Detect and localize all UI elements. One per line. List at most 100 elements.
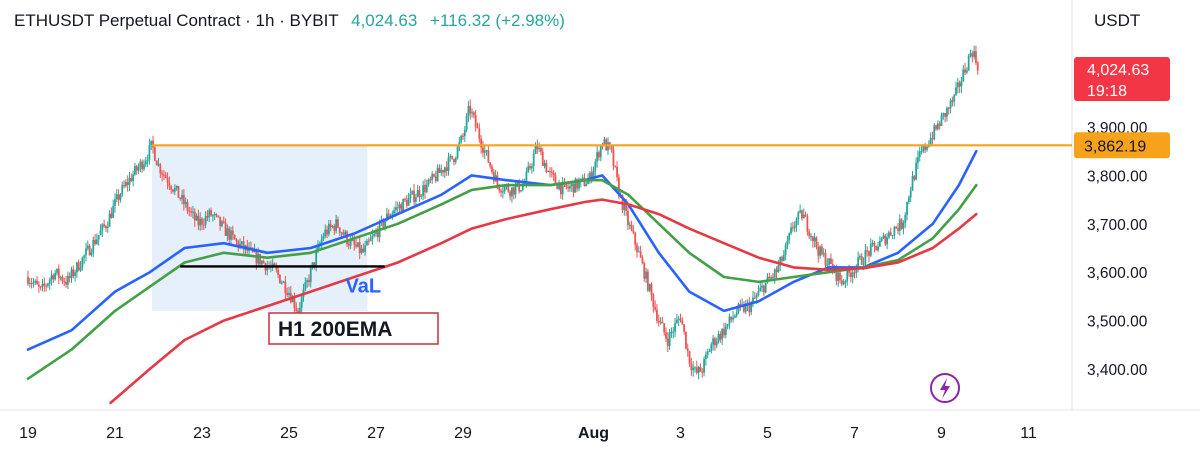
candle-body [266, 266, 269, 271]
candle-body [329, 223, 332, 228]
candle-body [782, 254, 785, 261]
candle-body [670, 332, 673, 334]
candle-body [672, 331, 675, 333]
candle-body [779, 257, 782, 266]
candle-body [483, 150, 486, 153]
candle-body [514, 185, 517, 195]
candle-body [297, 311, 299, 313]
candle-body [182, 194, 185, 205]
candle-body [391, 213, 394, 216]
candle-body [420, 195, 423, 197]
candle-body [43, 283, 46, 286]
candle-body [683, 324, 686, 332]
candle-body [498, 184, 501, 191]
candle-body [666, 338, 669, 346]
candle-body [143, 164, 145, 170]
candle-body [795, 219, 798, 226]
candle-body [235, 239, 238, 242]
candle-body [697, 366, 700, 373]
candle-body [414, 197, 417, 202]
candle-body [217, 215, 220, 217]
last-price-tag [1074, 57, 1170, 101]
candle-body [846, 268, 849, 282]
candle-body [721, 328, 724, 340]
candle-body [429, 179, 432, 181]
candle-body [637, 251, 640, 253]
candle-body [926, 146, 928, 150]
candle-body [94, 239, 96, 245]
candle-body [63, 281, 66, 283]
candle-body [115, 194, 118, 200]
candle-body [898, 219, 901, 231]
candle-body [442, 169, 444, 173]
candle-body [103, 224, 106, 227]
candle-body [126, 182, 129, 185]
candle-body [170, 186, 173, 190]
candle-body [418, 190, 421, 197]
candle-body [634, 232, 637, 245]
candle-body [675, 319, 678, 324]
candle-body [375, 231, 377, 234]
candle-body [936, 123, 939, 130]
candle-body [641, 257, 644, 263]
candle-body [581, 177, 584, 179]
candle-body [108, 213, 111, 227]
candle-body [830, 258, 832, 265]
candle-body [135, 166, 138, 171]
candle-body [405, 200, 408, 206]
candle-body [59, 276, 62, 278]
candle-body [585, 184, 588, 186]
candle-body [772, 277, 774, 279]
candle-body [240, 241, 243, 244]
candle-body [924, 145, 927, 150]
candle-body [304, 281, 307, 290]
candle-body [665, 332, 667, 339]
candle-body [550, 171, 553, 173]
candle-body [753, 297, 756, 299]
candle-body [907, 197, 910, 203]
candle-body [663, 323, 666, 333]
candle-body [732, 317, 734, 320]
candle-body [588, 172, 591, 180]
candle-body [627, 210, 629, 225]
candle-body [471, 112, 473, 114]
candle-body [817, 247, 820, 256]
candle-body [331, 226, 334, 228]
candle-body [849, 272, 852, 278]
candle-body [50, 275, 53, 280]
candle-body [123, 185, 125, 187]
lightning-bolt-icon[interactable] [930, 373, 960, 403]
candle-body [161, 173, 164, 175]
candle-body [556, 183, 559, 190]
candle-body [224, 222, 227, 236]
candle-body [938, 123, 941, 126]
candle-body [166, 177, 169, 183]
candle-body [893, 226, 896, 236]
candle-body [340, 232, 343, 234]
candle-body [964, 69, 966, 73]
candle-body [940, 115, 943, 126]
ema-slow-line [109, 198, 978, 405]
candle-body [761, 285, 763, 288]
candle-body [153, 147, 156, 161]
candle-body [101, 224, 104, 231]
candle-body [612, 149, 615, 166]
candle-body [944, 113, 947, 117]
candle-body [878, 240, 881, 247]
candle-body [554, 174, 557, 184]
candle-body [213, 214, 216, 216]
candle-body [72, 269, 75, 277]
candle-body [445, 167, 448, 172]
candle-body [902, 222, 905, 229]
candle-body [449, 155, 452, 158]
candle-body [574, 178, 577, 193]
candle-body [880, 238, 883, 241]
candle-body [525, 171, 528, 183]
candle-body [860, 256, 863, 265]
candle-body [661, 321, 664, 324]
candle-body [440, 169, 443, 173]
candle-body [614, 165, 617, 167]
candle-body [184, 201, 187, 205]
last-price: 4,024.63 [351, 11, 418, 30]
candle-body [733, 315, 736, 318]
